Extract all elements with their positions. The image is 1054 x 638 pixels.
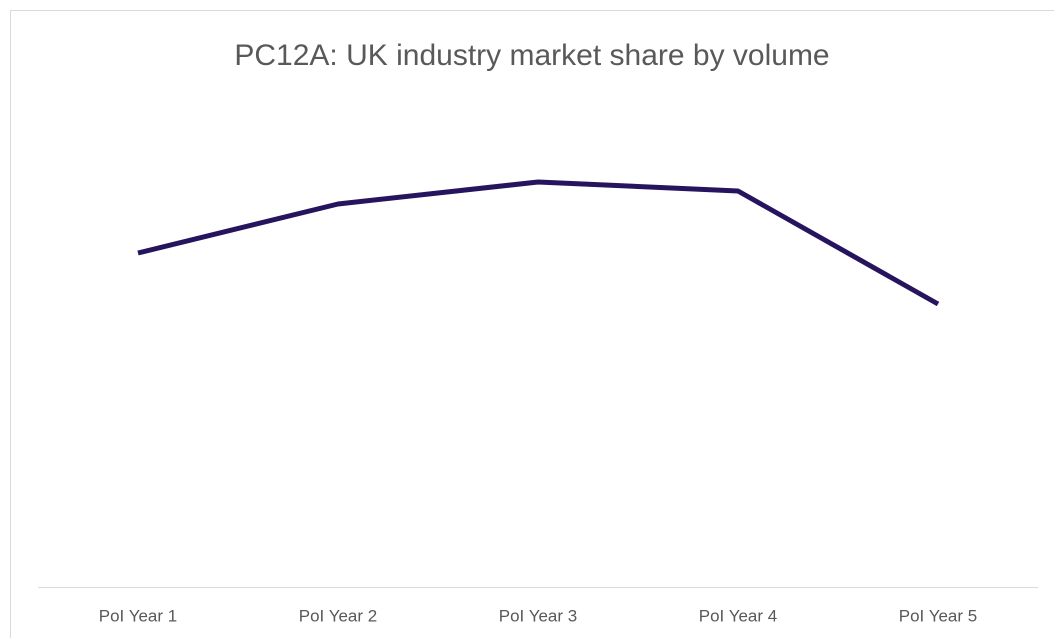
chart-frame <box>10 10 1054 638</box>
line-series <box>137 179 940 307</box>
chart-title: PC12A: UK industry market share by volum… <box>234 39 829 72</box>
x-tick-label: PoI Year 1 <box>99 606 177 625</box>
x-tick-label: PoI Year 3 <box>499 606 577 625</box>
x-tick-label: PoI Year 5 <box>899 606 977 625</box>
x-tick-label: PoI Year 2 <box>299 606 377 625</box>
x-tick-label: PoI Year 4 <box>699 606 777 625</box>
